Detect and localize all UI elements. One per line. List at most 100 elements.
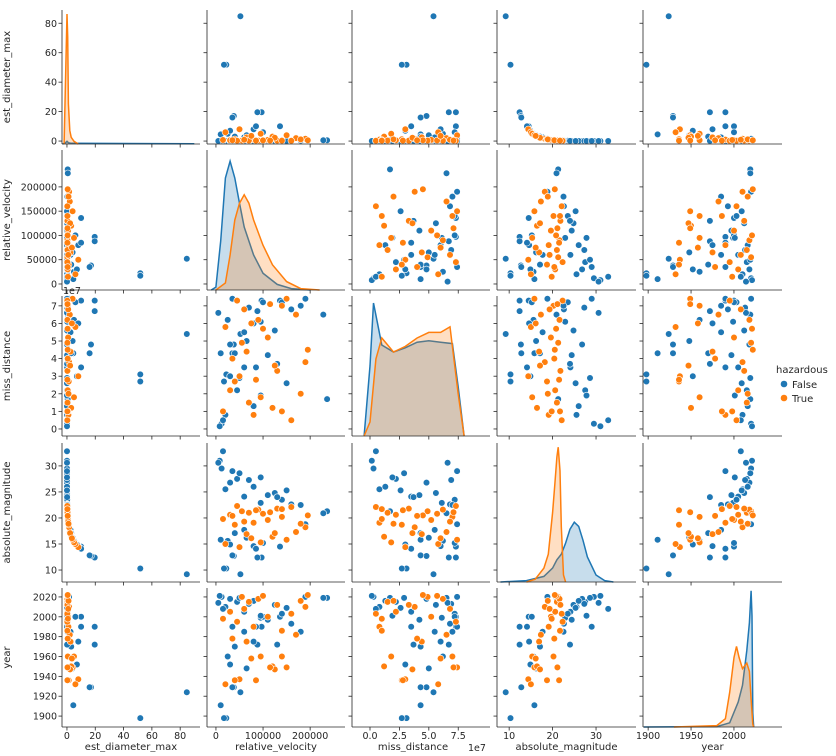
kde-line-false bbox=[62, 140, 195, 145]
point-true bbox=[266, 300, 274, 308]
point-true bbox=[453, 207, 461, 215]
point-true bbox=[252, 506, 260, 514]
point-true bbox=[449, 224, 458, 232]
point-false bbox=[448, 628, 457, 636]
x-tick-label: 1950 bbox=[679, 731, 703, 742]
point-true bbox=[301, 523, 310, 531]
point-false bbox=[575, 597, 583, 605]
point-false bbox=[559, 193, 568, 201]
point-true bbox=[392, 608, 400, 616]
point-true bbox=[554, 253, 562, 261]
point-false bbox=[392, 258, 400, 266]
point-false bbox=[590, 420, 598, 428]
point-true bbox=[671, 128, 680, 136]
point-false bbox=[386, 165, 394, 173]
point-false bbox=[748, 422, 756, 430]
point-false bbox=[401, 265, 409, 274]
point-true bbox=[283, 536, 291, 544]
kde-fill-false bbox=[364, 303, 465, 436]
point-true bbox=[304, 511, 312, 520]
point-false bbox=[738, 379, 746, 387]
point-false bbox=[448, 193, 457, 201]
point-true bbox=[675, 521, 683, 529]
point-true bbox=[544, 135, 552, 143]
point-true bbox=[287, 503, 295, 511]
point-true bbox=[392, 265, 400, 274]
point-false bbox=[708, 542, 717, 550]
point-true bbox=[687, 404, 695, 412]
y-tick-label: 1980 bbox=[33, 632, 57, 643]
point-false bbox=[431, 628, 439, 636]
point-true bbox=[550, 263, 558, 271]
point-false bbox=[442, 169, 451, 177]
x-tick-label: 20 bbox=[89, 731, 101, 742]
point-true bbox=[433, 592, 441, 600]
point-true bbox=[63, 663, 72, 672]
point-true bbox=[737, 517, 745, 526]
point-false bbox=[401, 660, 409, 669]
point-false bbox=[578, 265, 586, 274]
point-false bbox=[571, 379, 580, 387]
point-true bbox=[228, 355, 236, 363]
point-true bbox=[301, 358, 310, 366]
point-true bbox=[238, 593, 246, 601]
point-false bbox=[538, 328, 547, 336]
point-true bbox=[684, 362, 693, 370]
point-true bbox=[63, 339, 71, 347]
point-false bbox=[706, 108, 714, 116]
point-false bbox=[453, 520, 461, 528]
point-false bbox=[64, 169, 72, 177]
point-false bbox=[407, 545, 415, 553]
point-true bbox=[549, 652, 558, 661]
point-true bbox=[708, 530, 717, 538]
point-true bbox=[718, 407, 726, 416]
point-true bbox=[283, 295, 291, 303]
point-false bbox=[721, 363, 730, 372]
point-true bbox=[389, 520, 398, 528]
point-true bbox=[278, 407, 286, 416]
point-false bbox=[727, 491, 736, 499]
point-true bbox=[558, 258, 567, 266]
point-false bbox=[604, 273, 612, 281]
point-false bbox=[731, 391, 739, 400]
point-true bbox=[537, 311, 545, 319]
panel-year-vs-absolute_magnitude: 10 20 30 bbox=[493, 588, 636, 742]
x-tick-label: 0.0 bbox=[362, 731, 377, 742]
point-true bbox=[384, 246, 392, 254]
point-true bbox=[259, 136, 267, 144]
point-true bbox=[231, 377, 239, 386]
point-true bbox=[535, 348, 543, 356]
panel-est_diameter_max-vs-miss_distance bbox=[348, 10, 490, 148]
point-true bbox=[266, 508, 274, 516]
x-axis-label-absolute_magnitude: absolute_magnitude bbox=[515, 742, 617, 752]
point-true bbox=[740, 217, 748, 225]
point-true bbox=[219, 515, 227, 523]
x-tick-label: 60 bbox=[146, 731, 158, 742]
point-true bbox=[226, 608, 234, 616]
point-true bbox=[553, 300, 562, 308]
point-true bbox=[266, 663, 274, 672]
point-false bbox=[217, 701, 225, 709]
point-true bbox=[221, 680, 229, 688]
point-false bbox=[407, 239, 415, 247]
point-false bbox=[63, 473, 71, 482]
point-true bbox=[543, 676, 551, 684]
point-false bbox=[226, 595, 234, 603]
panel-year-vs-year: 1900 1950 2000 bbox=[636, 588, 782, 742]
point-false bbox=[604, 137, 612, 145]
point-true bbox=[64, 355, 72, 363]
point-true bbox=[247, 654, 255, 663]
y-tick-label: 4 bbox=[51, 354, 57, 365]
point-false bbox=[388, 473, 397, 482]
point-true bbox=[245, 509, 253, 517]
y-tick-label: 15 bbox=[45, 539, 57, 550]
point-false bbox=[446, 202, 454, 210]
point-true bbox=[714, 528, 723, 536]
point-true bbox=[747, 339, 755, 347]
point-true bbox=[375, 241, 384, 249]
panel-relative_velocity-vs-relative_velocity bbox=[203, 150, 345, 294]
kde-fill-true bbox=[364, 326, 465, 436]
point-false bbox=[729, 318, 737, 326]
point-true bbox=[694, 132, 702, 140]
legend-marker-true bbox=[780, 394, 788, 402]
